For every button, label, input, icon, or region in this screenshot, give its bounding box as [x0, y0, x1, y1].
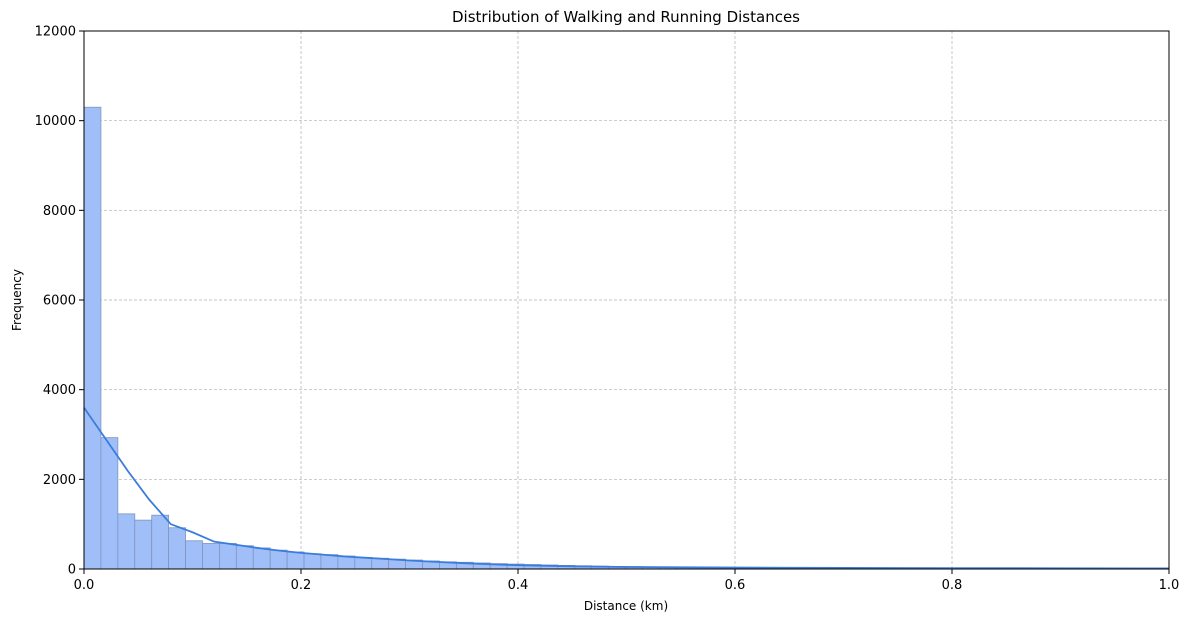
histogram-bar-2	[117, 513, 136, 570]
y-tick-label-5: 10000	[35, 114, 76, 129]
histogram-bar-13	[303, 553, 322, 570]
y-tick-label-1: 2000	[43, 473, 76, 488]
y-tick-label-6: 12000	[35, 25, 76, 40]
y-tick-label-4: 8000	[43, 204, 76, 219]
histogram-bar-14	[320, 554, 339, 570]
x-axis-label: Distance (km)	[584, 599, 668, 613]
histogram-bar-11	[269, 549, 288, 570]
histogram-bar-7	[202, 543, 220, 570]
y-tick-label-3: 6000	[43, 294, 76, 309]
x-axis-ticks: 0.0 0.2 0.4 0.6 0.8 1.0	[74, 569, 1180, 593]
y-tick-label-2: 4000	[43, 383, 76, 398]
y-tick-label-0: 0	[68, 563, 76, 578]
histogram-bar-10	[252, 547, 271, 570]
x-tick-label-4: 0.8	[942, 578, 963, 593]
histogram-bar-15	[337, 555, 356, 570]
histogram-bar-5	[168, 527, 186, 570]
histogram-bars	[83, 106, 1168, 570]
histogram-bar-8	[219, 543, 237, 570]
histogram-bar-16	[354, 556, 373, 570]
histogram-bar-9	[235, 545, 254, 570]
histogram-bar-3	[134, 519, 153, 570]
histogram-bar-0	[83, 106, 102, 570]
grid	[84, 31, 1169, 569]
x-tick-label-5: 1.0	[1159, 578, 1180, 593]
x-tick-label-0: 0.0	[74, 578, 95, 593]
kde-curve	[83, 407, 1170, 570]
histogram-bar-1	[100, 437, 119, 570]
histogram-bar-6	[185, 540, 203, 570]
histogram-bar-12	[286, 551, 305, 570]
chart-title: Distribution of Walking and Running Dist…	[452, 8, 800, 26]
y-axis-label: Frequency	[10, 269, 24, 331]
x-tick-label-2: 0.4	[508, 578, 529, 593]
y-axis-ticks: 0 2000 4000 6000 8000 10000 12000	[35, 25, 84, 578]
x-tick-label-3: 0.6	[725, 578, 746, 593]
x-tick-label-1: 0.2	[291, 578, 312, 593]
histogram-bar-4	[151, 514, 170, 570]
